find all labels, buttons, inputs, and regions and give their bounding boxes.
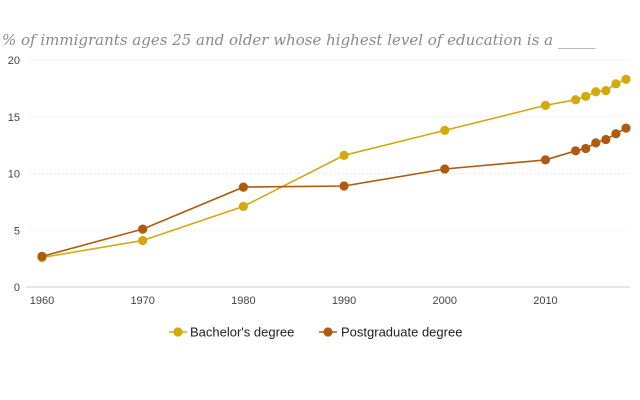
data-point[interactable]: [37, 251, 47, 261]
y-axis-ticks: 0 5 10 15 20: [8, 55, 20, 294]
data-point[interactable]: [138, 235, 148, 246]
series-line: [41, 127, 627, 258]
x-tick-label: 1960: [30, 295, 54, 307]
x-tick-label: 2000: [433, 295, 457, 307]
legend-item: Postgraduate degree: [319, 325, 462, 340]
data-point[interactable]: [138, 224, 148, 234]
y-tick-label: 5: [14, 225, 20, 237]
data-point[interactable]: [339, 150, 349, 160]
data-point[interactable]: [238, 182, 248, 192]
x-tick-label: 1990: [332, 295, 356, 307]
data-point[interactable]: [238, 201, 248, 212]
data-point[interactable]: [601, 134, 611, 145]
legend: Bachelor's degree Postgraduate degree: [169, 325, 462, 340]
x-tick-label: 2010: [533, 295, 557, 307]
y-tick-label: 10: [8, 169, 20, 181]
legend-item: Bachelor's degree: [169, 325, 294, 340]
gridlines: [26, 59, 630, 288]
data-point[interactable]: [540, 155, 551, 165]
data-point[interactable]: [591, 138, 601, 148]
data-point[interactable]: [581, 91, 591, 101]
x-tick-label: 1970: [130, 295, 154, 307]
data-point[interactable]: [591, 87, 601, 97]
data-point[interactable]: [540, 100, 551, 110]
data-point[interactable]: [571, 95, 581, 105]
legend-label: Postgraduate degree: [341, 325, 462, 340]
x-axis-ticks: 1960 1970 1980 1990 2000 2010: [30, 295, 558, 307]
series-layer: [37, 74, 631, 263]
data-point[interactable]: [440, 125, 450, 135]
data-point[interactable]: [621, 123, 631, 133]
chart-subtitle: % of immigrants ages 25 and older whose …: [2, 31, 596, 49]
data-point[interactable]: [611, 129, 621, 139]
x-tick-label: 1980: [231, 295, 255, 307]
data-point[interactable]: [339, 181, 349, 191]
data-point[interactable]: [571, 146, 581, 156]
data-point[interactable]: [440, 164, 450, 174]
series-postgraduate-degree: [37, 123, 631, 261]
legend-label: Bachelor's degree: [190, 325, 294, 340]
data-point[interactable]: [581, 143, 591, 154]
y-tick-label: 20: [8, 55, 20, 67]
data-point[interactable]: [611, 79, 621, 89]
series-bachelors-degree: [37, 74, 631, 263]
y-tick-label: 0: [14, 282, 20, 294]
y-tick-label: 15: [8, 112, 20, 124]
data-point[interactable]: [601, 86, 611, 96]
data-point[interactable]: [621, 74, 631, 84]
legend-marker: [323, 327, 333, 337]
series-line: [41, 78, 627, 259]
legend-marker: [173, 327, 183, 337]
